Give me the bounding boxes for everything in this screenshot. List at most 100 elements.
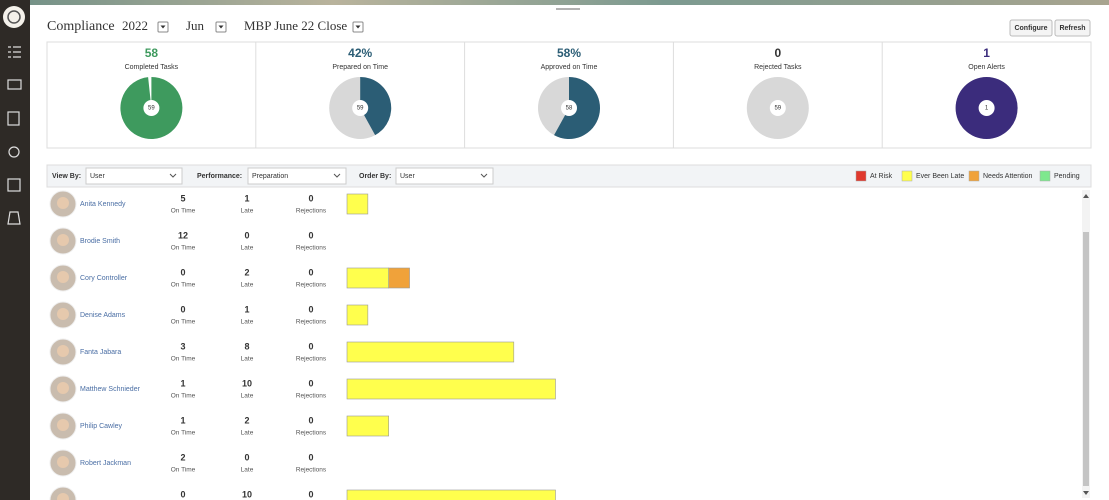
count-value: 0 <box>308 193 313 203</box>
donut-hole <box>561 100 577 116</box>
count-label: On Time <box>171 208 196 215</box>
count-label: On Time <box>171 393 196 400</box>
status-bar-segment <box>388 267 410 289</box>
dropdown-arrow <box>355 25 361 29</box>
avatar-face <box>57 308 69 320</box>
count-value: 0 <box>308 452 313 462</box>
legend-label: Ever Been Late <box>916 173 964 180</box>
status-bar-segment <box>346 378 556 400</box>
status-bar-segment <box>346 415 390 437</box>
donut-center: 58 <box>566 106 573 112</box>
count-label: Late <box>241 282 254 289</box>
user-name[interactable]: Robert Jackman <box>80 460 131 467</box>
status-bar-segment <box>346 193 369 215</box>
avatar-face <box>57 271 69 283</box>
count-value: 0 <box>180 304 185 314</box>
user-name[interactable]: Brodie Smith <box>80 238 120 245</box>
select[interactable] <box>395 167 494 185</box>
kpi-value: 1 <box>983 46 990 60</box>
count-value: 0 <box>308 230 313 240</box>
status-bar-segment <box>346 489 556 500</box>
donut-hole <box>143 100 160 116</box>
scroll-up[interactable] <box>1083 194 1089 198</box>
sidebar-icons <box>7 46 22 225</box>
dropdown-arrow <box>160 25 166 29</box>
button-label[interactable]: Refresh <box>1059 25 1085 32</box>
user-name[interactable]: Philip Cawley <box>80 423 123 430</box>
control-label: Performance: <box>197 173 242 180</box>
icon-monitor[interactable] <box>7 79 22 90</box>
donut-center: 59 <box>148 106 155 112</box>
count-value: 10 <box>242 378 252 388</box>
kpi-value: 58 <box>145 46 159 60</box>
select[interactable] <box>85 167 183 185</box>
avatar-face <box>57 493 69 500</box>
select-value[interactable]: User <box>90 173 105 180</box>
donut-slice <box>360 77 392 136</box>
count-value: 10 <box>242 489 252 499</box>
button-label[interactable]: Configure <box>1014 25 1047 32</box>
status-bar-segment <box>346 267 390 289</box>
scrollbar-thumb[interactable] <box>1083 232 1089 486</box>
filter-value[interactable]: 2022 <box>122 18 148 33</box>
user-rows: Anita Kennedy 5 On Time 1 Late 0 Rejections Bro… <box>49 190 556 500</box>
count-label: Rejections <box>296 245 327 252</box>
kpi-value: 0 <box>774 46 781 60</box>
avatar-face <box>57 456 69 468</box>
app-logo[interactable] <box>3 6 25 28</box>
icon-tasks[interactable] <box>8 46 21 58</box>
header: Compliance 2022 Jun MBP June 22 Close Config… <box>47 18 1091 37</box>
select[interactable] <box>247 167 347 185</box>
select-chevron <box>333 173 341 178</box>
donut-hole <box>978 100 995 116</box>
count-label: On Time <box>171 245 196 252</box>
banner-strip <box>0 0 1109 5</box>
count-value: 1 <box>244 193 249 203</box>
status-bar-segment <box>346 304 369 326</box>
user-name[interactable]: Cory Controller <box>80 275 128 282</box>
count-value: 1 <box>180 415 185 425</box>
count-value: 0 <box>308 415 313 425</box>
count-value: 0 <box>244 230 249 240</box>
count-value: 1 <box>244 304 249 314</box>
user-name[interactable]: Denise Adams <box>80 312 126 319</box>
icon-doc[interactable] <box>7 111 20 126</box>
avatar-face <box>57 234 69 246</box>
user-name[interactable]: Fanta Jabara <box>80 349 121 356</box>
count-value: 12 <box>178 230 188 240</box>
count-value: 5 <box>180 193 185 203</box>
legend-label: Pending <box>1054 173 1080 180</box>
kpi-caption: Completed Tasks <box>125 64 179 71</box>
icon-report[interactable] <box>7 178 21 192</box>
count-label: Rejections <box>296 208 327 215</box>
kpi-cards: 58 Completed Tasks 59 42% Prepared on Time 59… <box>120 42 1018 148</box>
kpi-caption: Rejected Tasks <box>754 64 802 71</box>
button[interactable] <box>1009 19 1053 37</box>
icon-bag[interactable] <box>7 211 21 225</box>
icon-settings[interactable] <box>8 146 20 158</box>
filter-value[interactable]: Jun <box>186 18 205 33</box>
count-value: 0 <box>180 489 185 499</box>
dropdown-arrow <box>218 25 224 29</box>
control-label: Order By: <box>359 173 391 180</box>
avatar-face <box>57 419 69 431</box>
kpi-value: 58% <box>557 46 581 60</box>
button[interactable] <box>1054 19 1091 37</box>
select-value[interactable]: User <box>400 173 415 180</box>
kpi-caption: Open Alerts <box>968 64 1005 71</box>
select-chevron <box>480 173 488 178</box>
filter-value[interactable]: MBP June 22 Close <box>244 18 347 33</box>
user-name[interactable]: Matthew Schnieder <box>80 386 141 393</box>
select-value[interactable]: Preparation <box>252 173 288 180</box>
count-label: Rejections <box>296 393 327 400</box>
legend-swatch <box>968 170 980 182</box>
scroll-down[interactable] <box>1083 491 1089 495</box>
count-label: On Time <box>171 319 196 326</box>
toolbar-content: View By: User Performance: Preparation Order… <box>52 167 1080 185</box>
select-chevron <box>169 173 177 178</box>
user-name[interactable]: Anita Kennedy <box>80 201 126 208</box>
count-value: 2 <box>244 415 249 425</box>
logo-glyph <box>7 10 21 24</box>
